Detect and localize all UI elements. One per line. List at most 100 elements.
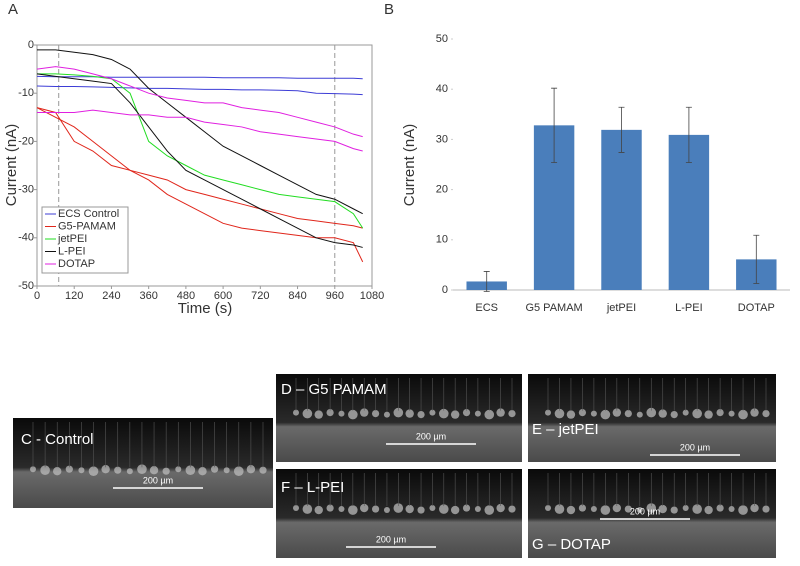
cell: [624, 505, 632, 513]
cell: [728, 506, 735, 513]
cell: [636, 507, 643, 514]
scale-bar-label: 200 µm: [680, 442, 710, 452]
micrograph-image: [13, 418, 273, 508]
cell: [738, 505, 748, 515]
x-tick-label: 840: [288, 290, 306, 302]
cell: [750, 408, 759, 417]
cell: [670, 506, 678, 514]
cell: [750, 503, 759, 513]
legend-label: jetPEI: [57, 233, 87, 245]
cell: [692, 504, 702, 514]
y-tick-label: 50: [436, 33, 448, 45]
cell: [393, 407, 404, 418]
cell: [496, 503, 505, 513]
cell: [474, 410, 481, 417]
cell: [326, 409, 334, 417]
data-line: [37, 49, 363, 215]
cell: [246, 465, 256, 474]
cell: [566, 410, 576, 419]
cell: [30, 466, 36, 473]
x-tick-label: DOTAP: [738, 302, 775, 314]
panel-label: E – jetPEI: [532, 421, 599, 438]
micrograph: D – G5 PAMAM 200 µm: [276, 374, 522, 462]
cell: [53, 467, 62, 476]
panel-label: F – L-PEI: [281, 479, 344, 496]
cell: [383, 507, 390, 514]
data-line: [37, 73, 364, 229]
cell: [149, 466, 159, 475]
scale-bar-label: 200 µm: [630, 506, 660, 516]
legend-label: DOTAP: [58, 258, 95, 270]
cell: [293, 409, 299, 416]
y-tick-label: -10: [18, 87, 34, 99]
x-tick-label: 360: [139, 290, 157, 302]
cell: [484, 409, 495, 420]
cell: [326, 504, 334, 512]
cell: [704, 410, 713, 419]
panel-label: D – G5 PAMAM: [281, 381, 387, 398]
cell: [126, 468, 133, 475]
legend-label: L-PEI: [58, 245, 86, 257]
error-bar: [618, 106, 625, 153]
cell: [450, 410, 460, 419]
cell: [259, 466, 267, 474]
y-axis-title: Current (nA): [3, 124, 20, 207]
y-axis-title: Current (nA): [401, 124, 418, 207]
y-tick-label: -50: [18, 280, 34, 292]
x-tick-label: 120: [65, 290, 83, 302]
x-tick-label: 480: [177, 290, 195, 302]
cell: [462, 504, 471, 512]
x-tick-label: 240: [102, 290, 120, 302]
cell: [360, 503, 369, 513]
cell: [210, 465, 219, 473]
cell: [612, 503, 622, 513]
cell: [554, 504, 565, 514]
cell: [728, 410, 735, 417]
micrograph: G – DOTAP 200 µm: [528, 469, 776, 558]
error-bar: [483, 271, 490, 292]
x-tick-label: 720: [251, 290, 269, 302]
cell: [438, 408, 449, 419]
legend-label: ECS Control: [58, 208, 119, 220]
micrograph: F – L-PEI 200 µm: [276, 469, 522, 558]
cell: [450, 505, 460, 515]
cell: [624, 410, 632, 418]
cell: [314, 505, 323, 515]
cell: [508, 505, 516, 513]
data-line: [36, 66, 363, 138]
cell: [101, 465, 110, 474]
y-tick-label: 0: [442, 284, 448, 296]
panel-label: C - Control: [21, 431, 94, 448]
cell: [293, 505, 299, 512]
cell: [670, 411, 678, 419]
y-tick-label: 30: [436, 133, 448, 145]
x-tick-label: 960: [326, 290, 344, 302]
cell: [417, 411, 425, 419]
y-tick-label: -40: [18, 232, 34, 244]
cell: [302, 408, 313, 419]
cell: [762, 410, 770, 418]
scale-bar-label: 200 µm: [376, 534, 406, 544]
data-line: [36, 107, 363, 229]
cell: [314, 410, 323, 419]
cell: [462, 409, 471, 417]
y-tick-label: 40: [436, 83, 448, 95]
cell: [716, 409, 724, 417]
cell: [198, 467, 207, 476]
y-tick-label: -30: [18, 184, 34, 196]
cell: [383, 411, 390, 418]
x-tick-label: G5 PAMAM: [525, 302, 582, 314]
plot-frame: [36, 44, 373, 287]
cell: [417, 506, 425, 514]
cell: [88, 466, 99, 477]
cell: [114, 466, 122, 474]
cell: [348, 505, 358, 515]
cell: [590, 410, 597, 417]
micrograph: E – jetPEI 200 µm: [528, 374, 776, 462]
scale-bar-label: 200 µm: [416, 431, 446, 441]
x-tick-label: 0: [34, 290, 40, 302]
cell: [738, 409, 748, 420]
cell: [233, 466, 244, 477]
cell: [646, 503, 657, 513]
